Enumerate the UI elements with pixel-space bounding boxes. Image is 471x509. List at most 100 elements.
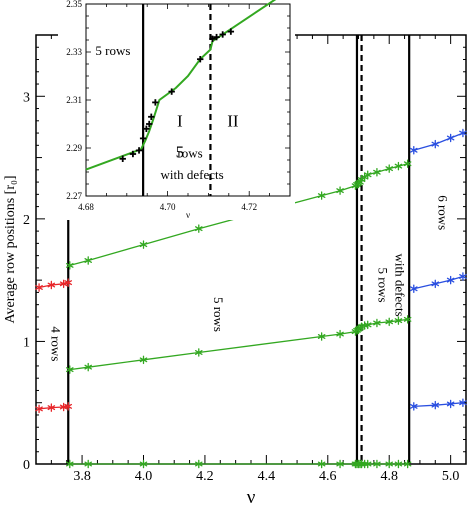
data-point-blue [431,400,440,410]
region-label: 5 rows [211,297,226,332]
data-point-green [84,362,92,372]
data-point-green [373,318,381,328]
data-point-blue [410,402,418,411]
data-point-red [59,279,68,289]
region-label: with defects [392,253,407,316]
inset-y-tick-label: 2.35 [66,0,82,9]
inset-data-point [148,113,155,120]
data-point-red [35,283,43,292]
inset-data-point [227,28,235,35]
data-point-red [35,404,43,414]
series-line-red [39,405,69,410]
data-point-green [84,256,92,265]
inset-data-point [168,88,175,95]
data-point-green [394,459,403,469]
x-axis-label: ν [247,487,256,508]
data-point-green [385,317,393,327]
data-point-green [66,261,74,270]
x-tick-label: 3.8 [73,469,91,484]
data-point-green [317,191,326,200]
y-tick-label: 0 [23,458,30,473]
series-line-blue [413,402,463,408]
inset-x-tick-label: 4.72 [241,202,257,212]
data-point-green [317,459,326,469]
data-point-green [317,332,326,341]
data-point-green [195,348,203,357]
data-point-blue [410,284,418,293]
data-point-green [139,240,148,249]
x-tick-label: 4.4 [258,469,276,484]
x-tick-label: 4.0 [135,469,153,484]
inset-data-point [213,33,220,41]
data-point-green [84,459,92,469]
y-tick-label: 1 [23,335,30,350]
data-point-green [139,355,148,365]
y-tick-label: 2 [23,213,30,228]
data-point-green [336,459,344,469]
data-point-green [385,459,393,469]
inset-data-point [197,56,204,63]
inset-data-point [139,135,147,142]
data-point-green [403,315,412,324]
data-point-green [403,459,412,469]
x-tick-label: 4.6 [319,469,337,484]
data-point-green [66,459,74,469]
inset-region-label: 5 [176,143,185,162]
data-point-green [336,329,344,339]
region-label: 4 rows [48,326,63,361]
inset-data-point [129,150,137,158]
inset-y-tick-label: 2.27 [66,191,82,201]
data-point-green [195,224,203,233]
data-point-blue [446,133,455,143]
x-tick-label: 5.0 [442,469,460,484]
data-point-blue [431,279,440,289]
region-label: 5 rows [375,268,390,303]
inset-region-label: 5 rows [95,43,130,58]
data-point-green [394,316,403,325]
data-point-green [363,459,372,469]
data-point-red [47,280,56,290]
inset-region-label: II [227,111,239,130]
data-point-blue [431,139,440,149]
data-point-green [373,168,381,177]
data-point-green [66,365,74,374]
data-point-blue [459,272,467,281]
data-point-blue [459,128,467,138]
inset-data-point [152,99,159,106]
inset-data-point [135,147,143,154]
data-point-red [64,278,73,287]
data-point-blue [410,145,418,155]
inset-data-point [219,31,226,38]
data-point-green [385,164,393,173]
x-tick-label: 4.2 [196,469,214,484]
inset-region-label: I [177,111,183,130]
series-line-blue [413,275,464,290]
data-point-green [403,159,412,168]
data-point-red [64,402,73,411]
inset-y-tick-label: 2.31 [66,95,82,105]
data-point-green [394,161,403,171]
data-point-red [47,403,56,412]
inset-x-tick-label: 4.70 [160,202,176,212]
inset-region-label: rows [177,146,202,161]
region-label: 6 rows [435,195,450,230]
data-point-green [363,320,372,330]
inset-data-point [146,120,153,128]
y-axis-label: Average row positions [r₀] [3,175,18,323]
data-point-blue [459,398,467,407]
data-point-green [336,186,344,195]
data-point-blue [446,399,455,409]
data-point-green [363,170,372,179]
data-point-green [139,459,148,469]
inset-data-point [209,35,216,42]
inset-y-tick-label: 2.33 [66,47,82,57]
y-tick-label: 3 [23,90,30,105]
inset-x-axis-label: ν [186,210,190,220]
inset-data-point [119,155,126,162]
data-point-green [373,459,381,469]
main-chart: 3.8 4.0 4.2 4.4 4.6 4.8 5.0 0 1 2 3 ν Average row po… [3,34,467,508]
x-tick-label: 4.8 [380,469,398,484]
data-point-green [195,459,203,469]
data-point-blue [446,275,455,285]
